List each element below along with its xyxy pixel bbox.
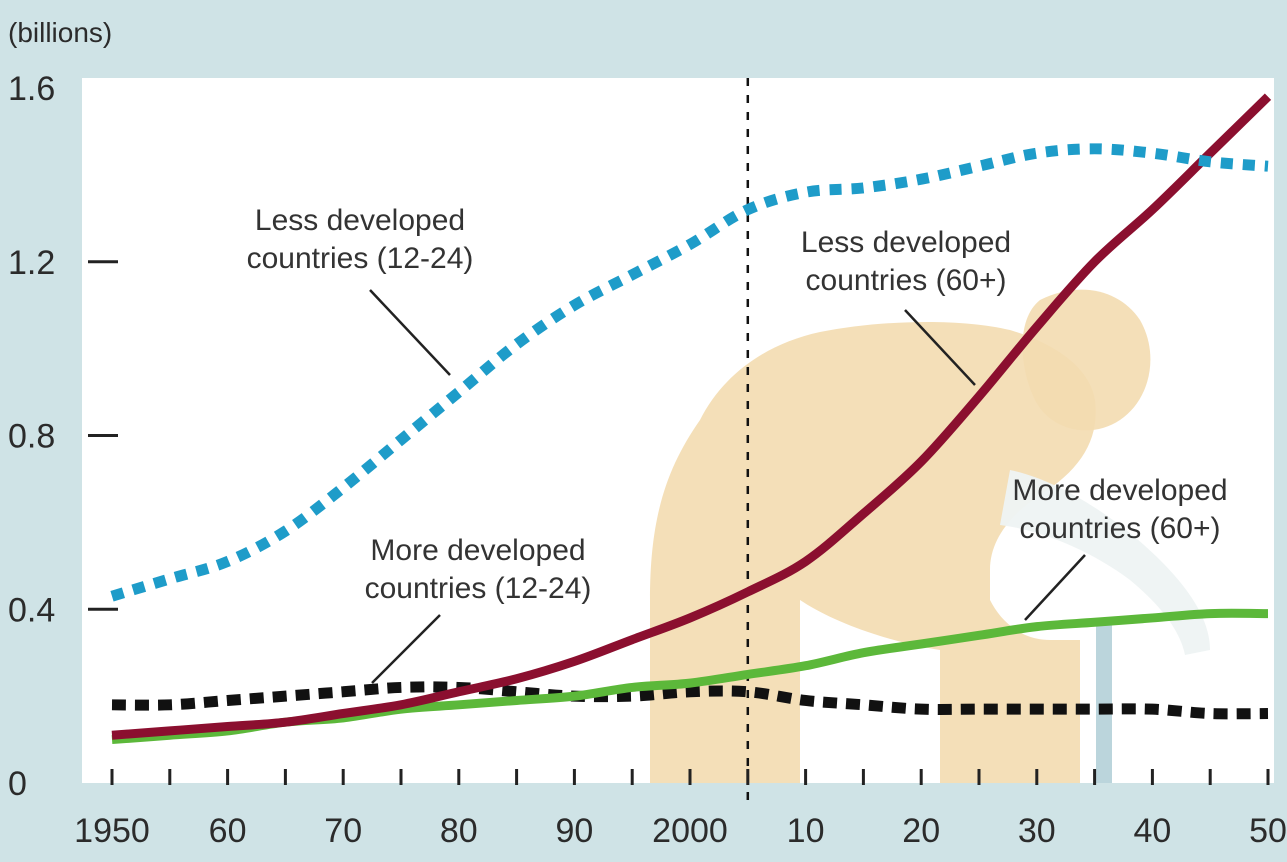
annotation-line: Less developed [255,204,465,237]
annotation-text: Less developed countries (60+) [801,226,1011,297]
annotation-line: countries (60+) [1020,512,1221,545]
y-axis-unit-label: (billions) [8,17,112,48]
annotation-leader-line [371,614,441,684]
x-tick-label: 1950 [74,812,150,850]
x-tick-label: 60 [209,812,247,850]
x-tick-label: 40 [1133,812,1171,850]
less-developed-60plus-line [111,93,1272,740]
less-developed-12-24-line [110,143,1269,602]
elderly-person-illustration [650,289,1210,783]
illustration-cane-shape [1096,620,1112,783]
label-more-developed-12-24: More developed countries (12-24) [365,534,592,684]
annotation-line: countries (12-24) [247,242,474,275]
y-tick-label: 0 [8,765,27,803]
x-tick-label: 80 [440,812,478,850]
x-tick-label: 50 [1249,812,1287,850]
annotation-leader-line [369,289,451,376]
x-tick-label: 10 [787,812,825,850]
annotations-layer: Less developed countries (12-24) Less deve… [247,204,1228,684]
x-tick-label: 2000 [652,812,728,850]
label-less-developed-12-24: Less developed countries (12-24) [247,204,474,376]
annotation-text: More developed countries (12-24) [365,534,592,605]
annotation-leader-line [904,309,976,386]
illustration-head-shape [1022,289,1151,431]
y-tick-label: 1.6 [8,70,55,108]
annotation-line: countries (60+) [806,264,1007,297]
series-layer [110,93,1272,745]
annotation-line: More developed [370,534,585,567]
x-tick-label: 30 [1018,812,1056,850]
x-tick-label: 20 [902,812,940,850]
more-developed-12-24-line [111,681,1269,720]
axes: 1950 60 70 80 90 2000 10 20 30 40 50 0 0.4 0.8 1.2 1.6 [8,70,1287,850]
x-tick-label: 90 [555,812,593,850]
annotation-line: countries (12-24) [365,572,592,605]
y-tick-label: 0.4 [8,591,55,629]
y-tick-label: 1.2 [8,244,55,282]
annotation-line: Less developed [801,226,1011,259]
x-tick-label: 70 [324,812,362,850]
label-more-developed-60plus: More developed countries (60+) [1012,474,1228,621]
annotation-text: More developed countries (60+) [1012,474,1227,545]
label-less-developed-60plus: Less developed countries (60+) [801,226,1011,386]
illustration-body-shape [650,321,1096,783]
illustration-arm-shape [1000,470,1210,655]
annotation-line: More developed [1012,474,1227,507]
y-tick-label: 0.8 [8,418,55,456]
annotation-text: Less developed countries (12-24) [247,204,474,275]
annotation-leader-line [1024,554,1086,621]
